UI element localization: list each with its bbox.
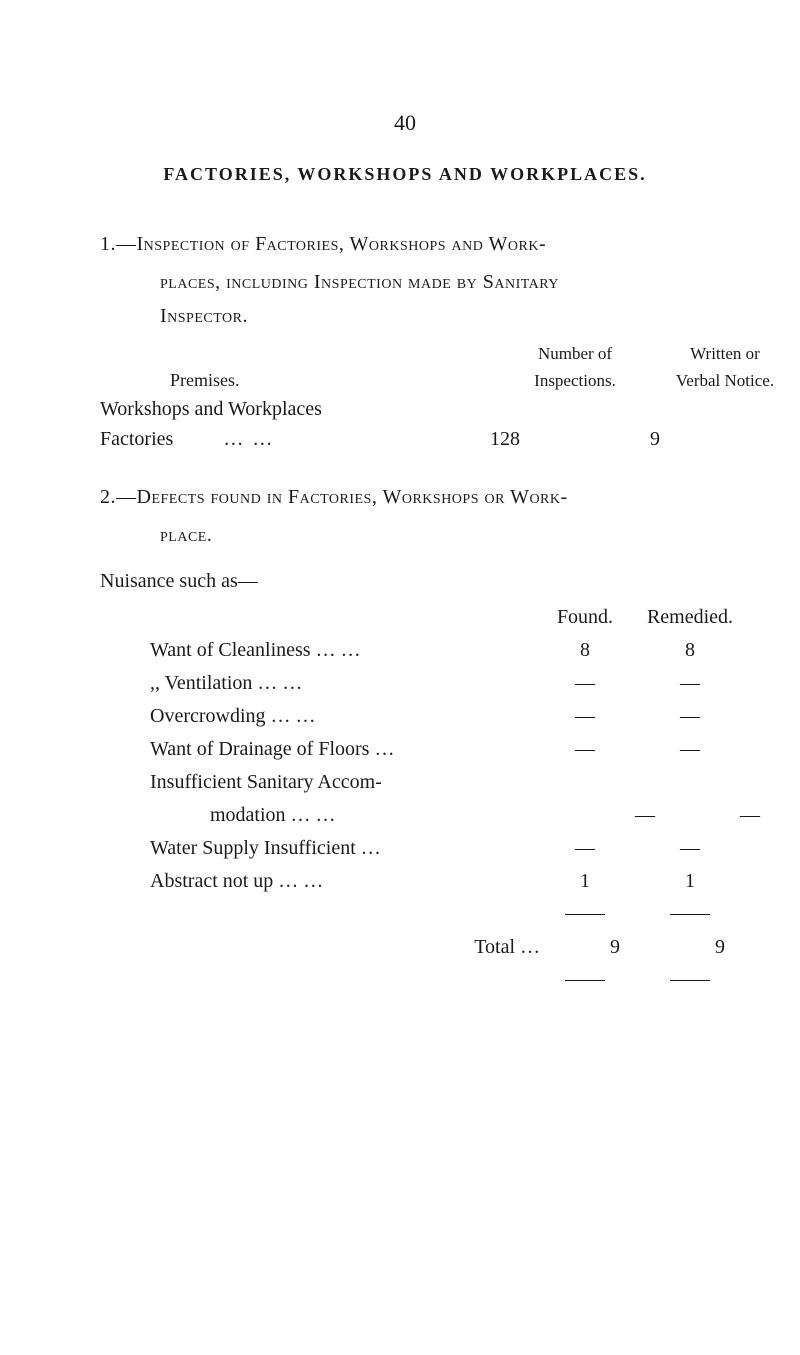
total-found: 9: [570, 931, 660, 964]
rule-icon: [670, 914, 710, 915]
col-header-number-top: Number of: [500, 341, 650, 367]
section1-line1: 1.—Inspection of Factories, Workshops an…: [100, 227, 710, 261]
defect-remedied: —: [630, 733, 750, 766]
defect-remedied: 1: [630, 865, 750, 898]
defect-label: Water Supply Insufficient …: [100, 832, 540, 865]
main-heading: FACTORIES, WORKSHOPS AND WORKPLACES.: [100, 164, 710, 185]
document-page: 40 FACTORIES, WORKSHOPS AND WORKPLACES. …: [0, 0, 800, 1355]
defect-label-sub: modation … …: [100, 799, 600, 832]
defect-label: Overcrowding … …: [100, 700, 540, 733]
defect-row: Want of Cleanliness … … 8 8: [100, 634, 710, 667]
row-val: 9: [580, 424, 730, 454]
defect-label: ,, Ventilation … …: [100, 667, 540, 700]
col-header-written-top: Written or: [650, 341, 800, 367]
defect-remedied: —: [630, 832, 750, 865]
inspection-row: Factories … … 128 9: [100, 424, 710, 454]
defect-row: Abstract not up … … 1 1: [100, 865, 710, 898]
nuisance-heading: Nuisance such as—: [100, 570, 710, 593]
defect-found: 8: [540, 634, 630, 667]
defect-row: ,, Ventilation … … — —: [100, 667, 710, 700]
defect-found: —: [600, 799, 690, 832]
defect-found: 1: [540, 865, 630, 898]
inspection-table: Number of Written or Premises. Inspectio…: [100, 341, 710, 454]
defects-table: Found. Remedied. Want of Cleanliness … ……: [100, 601, 710, 997]
defect-row: Water Supply Insufficient … — —: [100, 832, 710, 865]
section2-line2: place.: [100, 518, 710, 552]
row-val: 128: [430, 424, 580, 454]
rule-icon: [565, 914, 605, 915]
total-row: Total … 9 9: [100, 931, 710, 964]
defect-row: modation … … — —: [100, 799, 710, 832]
page-number: 40: [100, 110, 710, 136]
row-label: Workshops and Workplaces: [100, 394, 430, 424]
section2-line1: 2.—Defects found in Factories, Workshops…: [100, 480, 710, 514]
defect-label: Want of Cleanliness … …: [100, 634, 540, 667]
defect-remedied: —: [630, 667, 750, 700]
defect-label: Want of Drainage of Floors …: [100, 733, 540, 766]
defect-remedied: 8: [630, 634, 750, 667]
defect-label: Insufficient Sanitary Accom-: [100, 766, 540, 799]
section1-line3: Inspector.: [100, 299, 710, 333]
total-label: Total …: [100, 931, 570, 964]
inspection-row: Workshops and Workplaces: [100, 394, 710, 424]
defect-row: Insufficient Sanitary Accom-: [100, 766, 710, 799]
defect-remedied: —: [690, 799, 800, 832]
rule-row: [100, 964, 710, 997]
rule-row: [100, 898, 710, 931]
total-remedied: 9: [660, 931, 780, 964]
row-label: Factories … …: [100, 424, 430, 454]
rule-icon: [565, 980, 605, 981]
col-header-written-bottom: Verbal Notice.: [650, 368, 800, 394]
header-found: Found.: [540, 601, 630, 634]
defect-found: —: [540, 832, 630, 865]
defect-found: —: [540, 667, 630, 700]
defect-found: —: [540, 700, 630, 733]
defect-row: Want of Drainage of Floors … — —: [100, 733, 710, 766]
defect-remedied: —: [630, 700, 750, 733]
section1-line2: places, including Inspection made by San…: [100, 265, 710, 299]
defect-label: Abstract not up … …: [100, 865, 540, 898]
rule-icon: [670, 980, 710, 981]
defect-row: Overcrowding … … — —: [100, 700, 710, 733]
col-header-number-bottom: Inspections.: [500, 368, 650, 394]
header-remedied: Remedied.: [630, 601, 750, 634]
col-header-premises-label: Premises.: [100, 367, 500, 394]
defect-found: —: [540, 733, 630, 766]
